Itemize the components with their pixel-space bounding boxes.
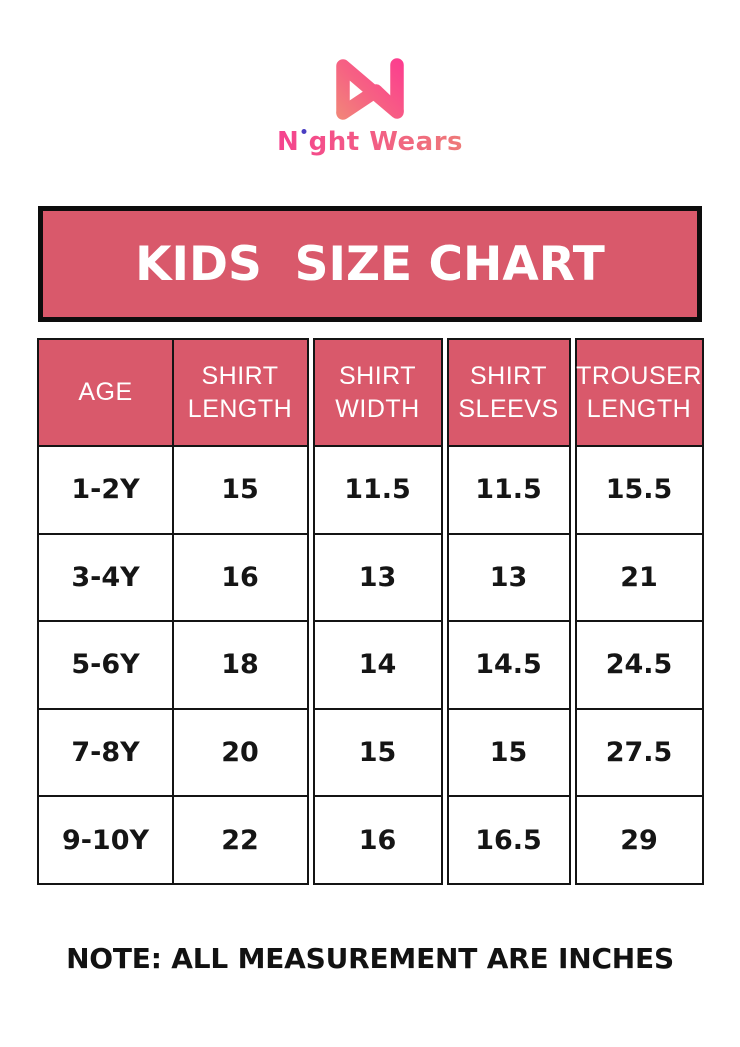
table-column-shirt-width: SHIRT WIDTH 11.5 13 14 15 16 (312, 338, 443, 885)
table-cell-shirt-width-row3: 14 (314, 620, 441, 708)
table-cell-shirt-width-row1: 11.5 (314, 445, 441, 533)
column-header-shirt-sleevs: SHIRT SLEEVS (448, 340, 569, 445)
table-cell-shirt-sleevs-row5: 16.5 (448, 795, 569, 883)
table-cell-trouser-length-row3: 24.5 (576, 620, 702, 708)
column-header-shirt-length: SHIRT LENGTH (173, 340, 307, 445)
nw-monogram-icon (336, 58, 404, 120)
table-cell-trouser-length-row2: 21 (576, 532, 702, 621)
table-cell-shirt-width-row5: 16 (314, 795, 441, 883)
table-cell-shirt-length-row5: 22 (173, 795, 307, 883)
table-cell-shirt-sleevs-row3: 14.5 (448, 620, 569, 708)
table-cell-shirt-width-row2: 13 (314, 532, 441, 621)
table-cell-age-row1: 1-2Y (39, 445, 172, 533)
page-title: KIDS SIZE CHART (135, 236, 605, 292)
wordmark-text-rest: ght Wears (308, 127, 464, 157)
table-cell-shirt-length-row4: 20 (173, 707, 307, 796)
table-cell-shirt-length-row2: 16 (173, 532, 307, 621)
table-cell-shirt-length-row3: 18 (173, 620, 307, 708)
table-cell-trouser-length-row4: 27.5 (576, 707, 702, 796)
brand-wordmark: Nıght Wears (0, 126, 740, 157)
brand-logo: Nıght Wears (0, 55, 740, 157)
table-cell-shirt-width-row4: 15 (314, 707, 441, 796)
wordmark-text-pre: N (276, 127, 300, 157)
table-cell-shirt-length-row1: 15 (173, 445, 307, 533)
table-column-trouser-length: TROUSER LENGTH 15.5 21 24.5 27.5 29 (574, 338, 704, 885)
table-column-shirt-sleevs: SHIRT SLEEVS 11.5 13 14.5 15 16.5 (446, 338, 571, 885)
table-column-shirt-length: SHIRT LENGTH 15 16 18 20 22 (171, 338, 309, 885)
size-table: AGE 1-2Y 3-4Y 5-6Y 7-8Y 9-10Y SHIRT LENGTH 15 16… (37, 338, 704, 885)
table-cell-age-row4: 7-8Y (39, 707, 172, 796)
table-cell-shirt-sleevs-row2: 13 (448, 532, 569, 621)
table-cell-age-row5: 9-10Y (39, 795, 172, 883)
measurement-note: NOTE: ALL MEASUREMENT ARE INCHES (66, 942, 674, 975)
column-header-shirt-width: SHIRT WIDTH (314, 340, 441, 445)
table-cell-trouser-length-row1: 15.5 (576, 445, 702, 533)
table-cell-age-row3: 5-6Y (39, 620, 172, 708)
column-header-age: AGE (39, 340, 172, 445)
column-header-trouser-length: TROUSER LENGTH (576, 340, 702, 445)
table-cell-shirt-sleevs-row1: 11.5 (448, 445, 569, 533)
title-banner: KIDS SIZE CHART (38, 206, 702, 322)
table-cell-shirt-sleevs-row4: 15 (448, 707, 569, 796)
wordmark-i-with-purple-dot: ı (299, 127, 309, 157)
table-cell-age-row2: 3-4Y (39, 532, 172, 621)
table-column-age: AGE 1-2Y 3-4Y 5-6Y 7-8Y 9-10Y (37, 338, 174, 885)
table-cell-trouser-length-row5: 29 (576, 795, 702, 883)
